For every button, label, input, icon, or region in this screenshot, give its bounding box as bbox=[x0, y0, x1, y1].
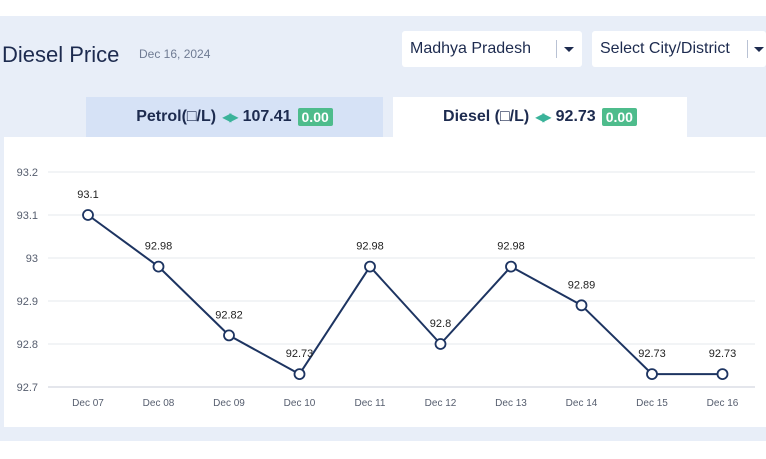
tab-diesel[interactable]: Diesel (□/L) ◀▶ 92.73 0.00 bbox=[393, 97, 687, 137]
x-tick-label: Dec 16 bbox=[707, 398, 739, 409]
city-dropdown[interactable]: Select City/District bbox=[592, 31, 766, 67]
dropdown-divider bbox=[556, 40, 557, 58]
diesel-price-line-chart: 92.7 92.8 92.9 93 93.1 93.2 Dec 07 Dec 08 Dec 09… bbox=[17, 167, 755, 409]
x-tick-label: Dec 15 bbox=[636, 398, 668, 409]
tab-diesel-price: 92.73 bbox=[555, 108, 596, 125]
x-tick-label: Dec 10 bbox=[284, 398, 316, 409]
y-tick-label: 92.8 bbox=[17, 339, 38, 351]
data-label: 92.73 bbox=[709, 348, 737, 360]
x-tick-label: Dec 07 bbox=[72, 398, 104, 409]
x-tick-label: Dec 14 bbox=[566, 398, 598, 409]
data-point bbox=[575, 299, 588, 312]
chart-container: 92.7 92.8 92.9 93 93.1 93.2 Dec 07 Dec 08 Dec 09… bbox=[4, 137, 766, 427]
price-date: Dec 16, 2024 bbox=[139, 47, 211, 61]
data-point bbox=[223, 329, 235, 342]
y-tick-label: 93.2 bbox=[17, 167, 38, 179]
x-tick-label: Dec 08 bbox=[143, 398, 175, 409]
data-label: 92.8 bbox=[430, 318, 451, 330]
data-label: 92.89 bbox=[568, 279, 596, 291]
x-tick-label: Dec 09 bbox=[213, 398, 245, 409]
data-point bbox=[293, 368, 306, 381]
data-label: 93.1 bbox=[77, 189, 98, 201]
series-line bbox=[87, 214, 723, 376]
data-point bbox=[646, 368, 658, 381]
data-point bbox=[364, 260, 376, 273]
data-point bbox=[82, 209, 94, 221]
data-point bbox=[152, 260, 165, 273]
page-title: Diesel Price bbox=[2, 42, 120, 67]
data-label: 92.73 bbox=[286, 348, 314, 360]
x-tick-label: Dec 12 bbox=[425, 398, 457, 409]
state-dropdown-value: Madhya Pradesh bbox=[410, 40, 531, 57]
city-dropdown-placeholder: Select City/District bbox=[600, 40, 730, 57]
data-label: 92.98 bbox=[497, 241, 525, 253]
price-change-arrows-icon: ◀▶ bbox=[222, 110, 239, 124]
chevron-down-icon bbox=[754, 47, 764, 52]
tab-petrol-change-badge: 0.00 bbox=[297, 108, 333, 126]
tab-petrol-price: 107.41 bbox=[242, 108, 292, 125]
chevron-down-icon bbox=[564, 47, 574, 52]
tab-diesel-change-badge: 0.00 bbox=[601, 108, 637, 126]
y-tick-label: 92.7 bbox=[17, 382, 38, 394]
y-tick-label: 93.1 bbox=[17, 210, 38, 222]
state-dropdown[interactable]: Madhya Pradesh bbox=[402, 31, 582, 67]
data-label: 92.98 bbox=[356, 241, 384, 253]
data-label: 92.98 bbox=[145, 241, 173, 253]
price-change-arrows-icon: ◀▶ bbox=[535, 110, 552, 124]
y-tick-label: 92.9 bbox=[17, 296, 38, 308]
data-label: 92.82 bbox=[215, 309, 243, 321]
data-point bbox=[434, 338, 447, 350]
dropdown-divider bbox=[747, 40, 748, 58]
y-tick-label: 93 bbox=[26, 253, 38, 265]
tab-diesel-label: Diesel (□/L) bbox=[443, 108, 530, 125]
tab-petrol-label: Petrol(□/L) bbox=[136, 108, 217, 125]
x-tick-label: Dec 11 bbox=[355, 398, 386, 409]
data-label: 92.73 bbox=[638, 348, 666, 360]
data-point bbox=[716, 368, 729, 381]
data-point bbox=[505, 260, 517, 273]
tab-petrol[interactable]: Petrol(□/L) ◀▶ 107.41 0.00 bbox=[86, 97, 383, 137]
x-tick-label: Dec 13 bbox=[495, 398, 527, 409]
